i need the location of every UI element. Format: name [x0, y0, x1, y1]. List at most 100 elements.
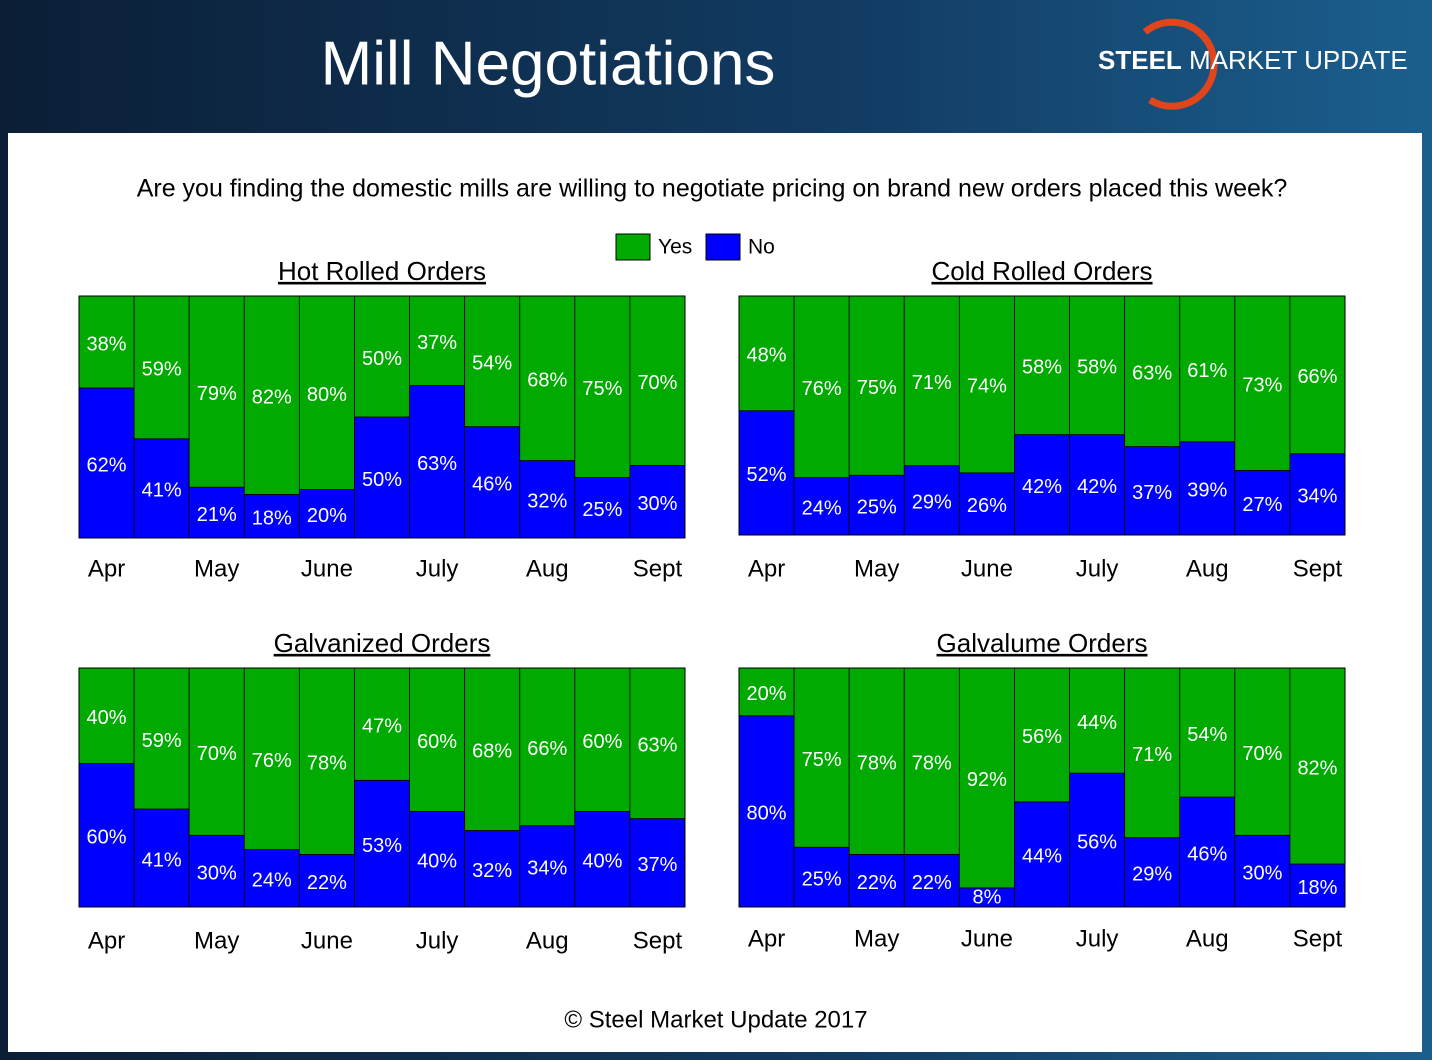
chart-title: Galvalume Orders	[937, 628, 1148, 658]
bar-segment	[1014, 801, 1070, 908]
footer: © Steel Market Update 2017	[564, 1006, 867, 1033]
x-tick-label: Sept	[1293, 925, 1343, 952]
data-label: 56%	[1077, 831, 1117, 853]
data-label: 58%	[1022, 357, 1062, 379]
bar-segment	[519, 667, 576, 827]
bar-segment	[464, 426, 521, 539]
data-label: 53%	[362, 835, 402, 857]
data-label: 8%	[972, 886, 1001, 908]
data-label: 59%	[142, 359, 182, 381]
bar-segment	[133, 808, 190, 908]
data-label: 32%	[527, 491, 567, 513]
bar-segment	[629, 464, 686, 539]
data-label: 32%	[472, 860, 512, 882]
data-label: 37%	[417, 332, 457, 354]
content-panel	[8, 133, 1422, 1052]
x-tick-label: Sept	[1293, 555, 1343, 582]
data-label: 40%	[582, 850, 622, 872]
data-label: 78%	[857, 752, 897, 774]
data-label: 18%	[252, 508, 292, 530]
data-label: 34%	[1297, 486, 1337, 508]
data-label: 82%	[252, 387, 292, 409]
data-label: 18%	[1297, 877, 1337, 899]
bar-segment	[409, 295, 466, 386]
slide-title: Mill Negotiations	[321, 29, 776, 98]
data-label: 37%	[637, 854, 677, 876]
bar-segment	[243, 295, 300, 495]
bar-segment	[903, 667, 960, 855]
data-label: 75%	[857, 377, 897, 399]
plot-frame	[78, 667, 686, 908]
bar-segment	[519, 825, 576, 908]
bar-segment	[243, 667, 300, 851]
data-label: 76%	[252, 750, 292, 772]
data-label: 71%	[1132, 744, 1172, 766]
data-label: 30%	[1242, 862, 1282, 884]
bar-segment	[188, 667, 245, 836]
bar-segment	[188, 486, 245, 539]
x-tick-label: Apr	[748, 925, 785, 952]
legend-label: Yes	[658, 236, 692, 259]
data-label: 68%	[472, 741, 512, 763]
data-label: 61%	[1187, 360, 1227, 382]
data-label: 79%	[197, 383, 237, 405]
bar-segment	[133, 295, 190, 440]
data-label: 44%	[1022, 846, 1062, 868]
bar-segment	[409, 811, 466, 908]
bar-segment	[354, 295, 410, 418]
bar-segment	[1124, 295, 1181, 447]
data-label: 27%	[1242, 494, 1282, 516]
question: Are you finding the domestic mills are w…	[137, 175, 1288, 203]
bar-segment	[464, 295, 521, 428]
data-label: 40%	[87, 707, 127, 729]
data-label: 25%	[802, 868, 842, 890]
plot-frame	[738, 667, 1346, 908]
data-label: 30%	[637, 493, 677, 515]
logo-word: MARKET	[1189, 45, 1297, 75]
legend-swatch	[705, 233, 741, 261]
data-label: 70%	[1242, 743, 1282, 765]
bar-segment	[574, 811, 631, 908]
x-tick-label: May	[854, 555, 899, 582]
data-label: 25%	[582, 499, 622, 521]
x-tick-label: June	[961, 555, 1013, 582]
data-label: 46%	[472, 474, 512, 496]
bar-segment	[188, 295, 245, 488]
data-label: 42%	[1077, 476, 1117, 498]
data-label: 46%	[1187, 843, 1227, 865]
logo-word: UPDATE	[1304, 45, 1408, 75]
data-label: 41%	[142, 849, 182, 871]
data-label: 56%	[1022, 726, 1062, 748]
legend-label: No	[748, 236, 775, 259]
data-label: 20%	[747, 683, 787, 705]
data-label: 22%	[307, 872, 347, 894]
bar-segment	[958, 295, 1015, 474]
data-label: 63%	[1132, 363, 1172, 385]
plot-frame	[78, 295, 686, 539]
data-label: 78%	[912, 752, 952, 774]
bar-segment	[1014, 434, 1070, 536]
x-tick-label: July	[416, 555, 459, 582]
bar-segment	[298, 667, 355, 855]
data-label: 54%	[1187, 724, 1227, 746]
data-label: 37%	[1132, 482, 1172, 504]
bar-segment	[738, 667, 795, 717]
x-tick-label: May	[194, 555, 239, 582]
data-label: 82%	[1297, 757, 1337, 779]
x-tick-label: Aug	[526, 555, 569, 582]
bar-segment	[848, 667, 905, 855]
data-label: 74%	[967, 376, 1007, 398]
bar-segment	[1289, 453, 1346, 536]
data-label: 25%	[857, 496, 897, 518]
bar-segment	[298, 489, 355, 539]
bar-segment	[519, 295, 576, 461]
bar-segment	[958, 472, 1015, 536]
bar-segment	[1234, 295, 1291, 471]
data-label: 20%	[307, 505, 347, 527]
bar-segment	[298, 295, 355, 491]
bar-segment	[78, 387, 135, 539]
bar-segment	[464, 667, 521, 831]
bar-segment	[409, 385, 466, 539]
data-label: 75%	[582, 378, 622, 400]
bar-segment	[188, 834, 245, 908]
